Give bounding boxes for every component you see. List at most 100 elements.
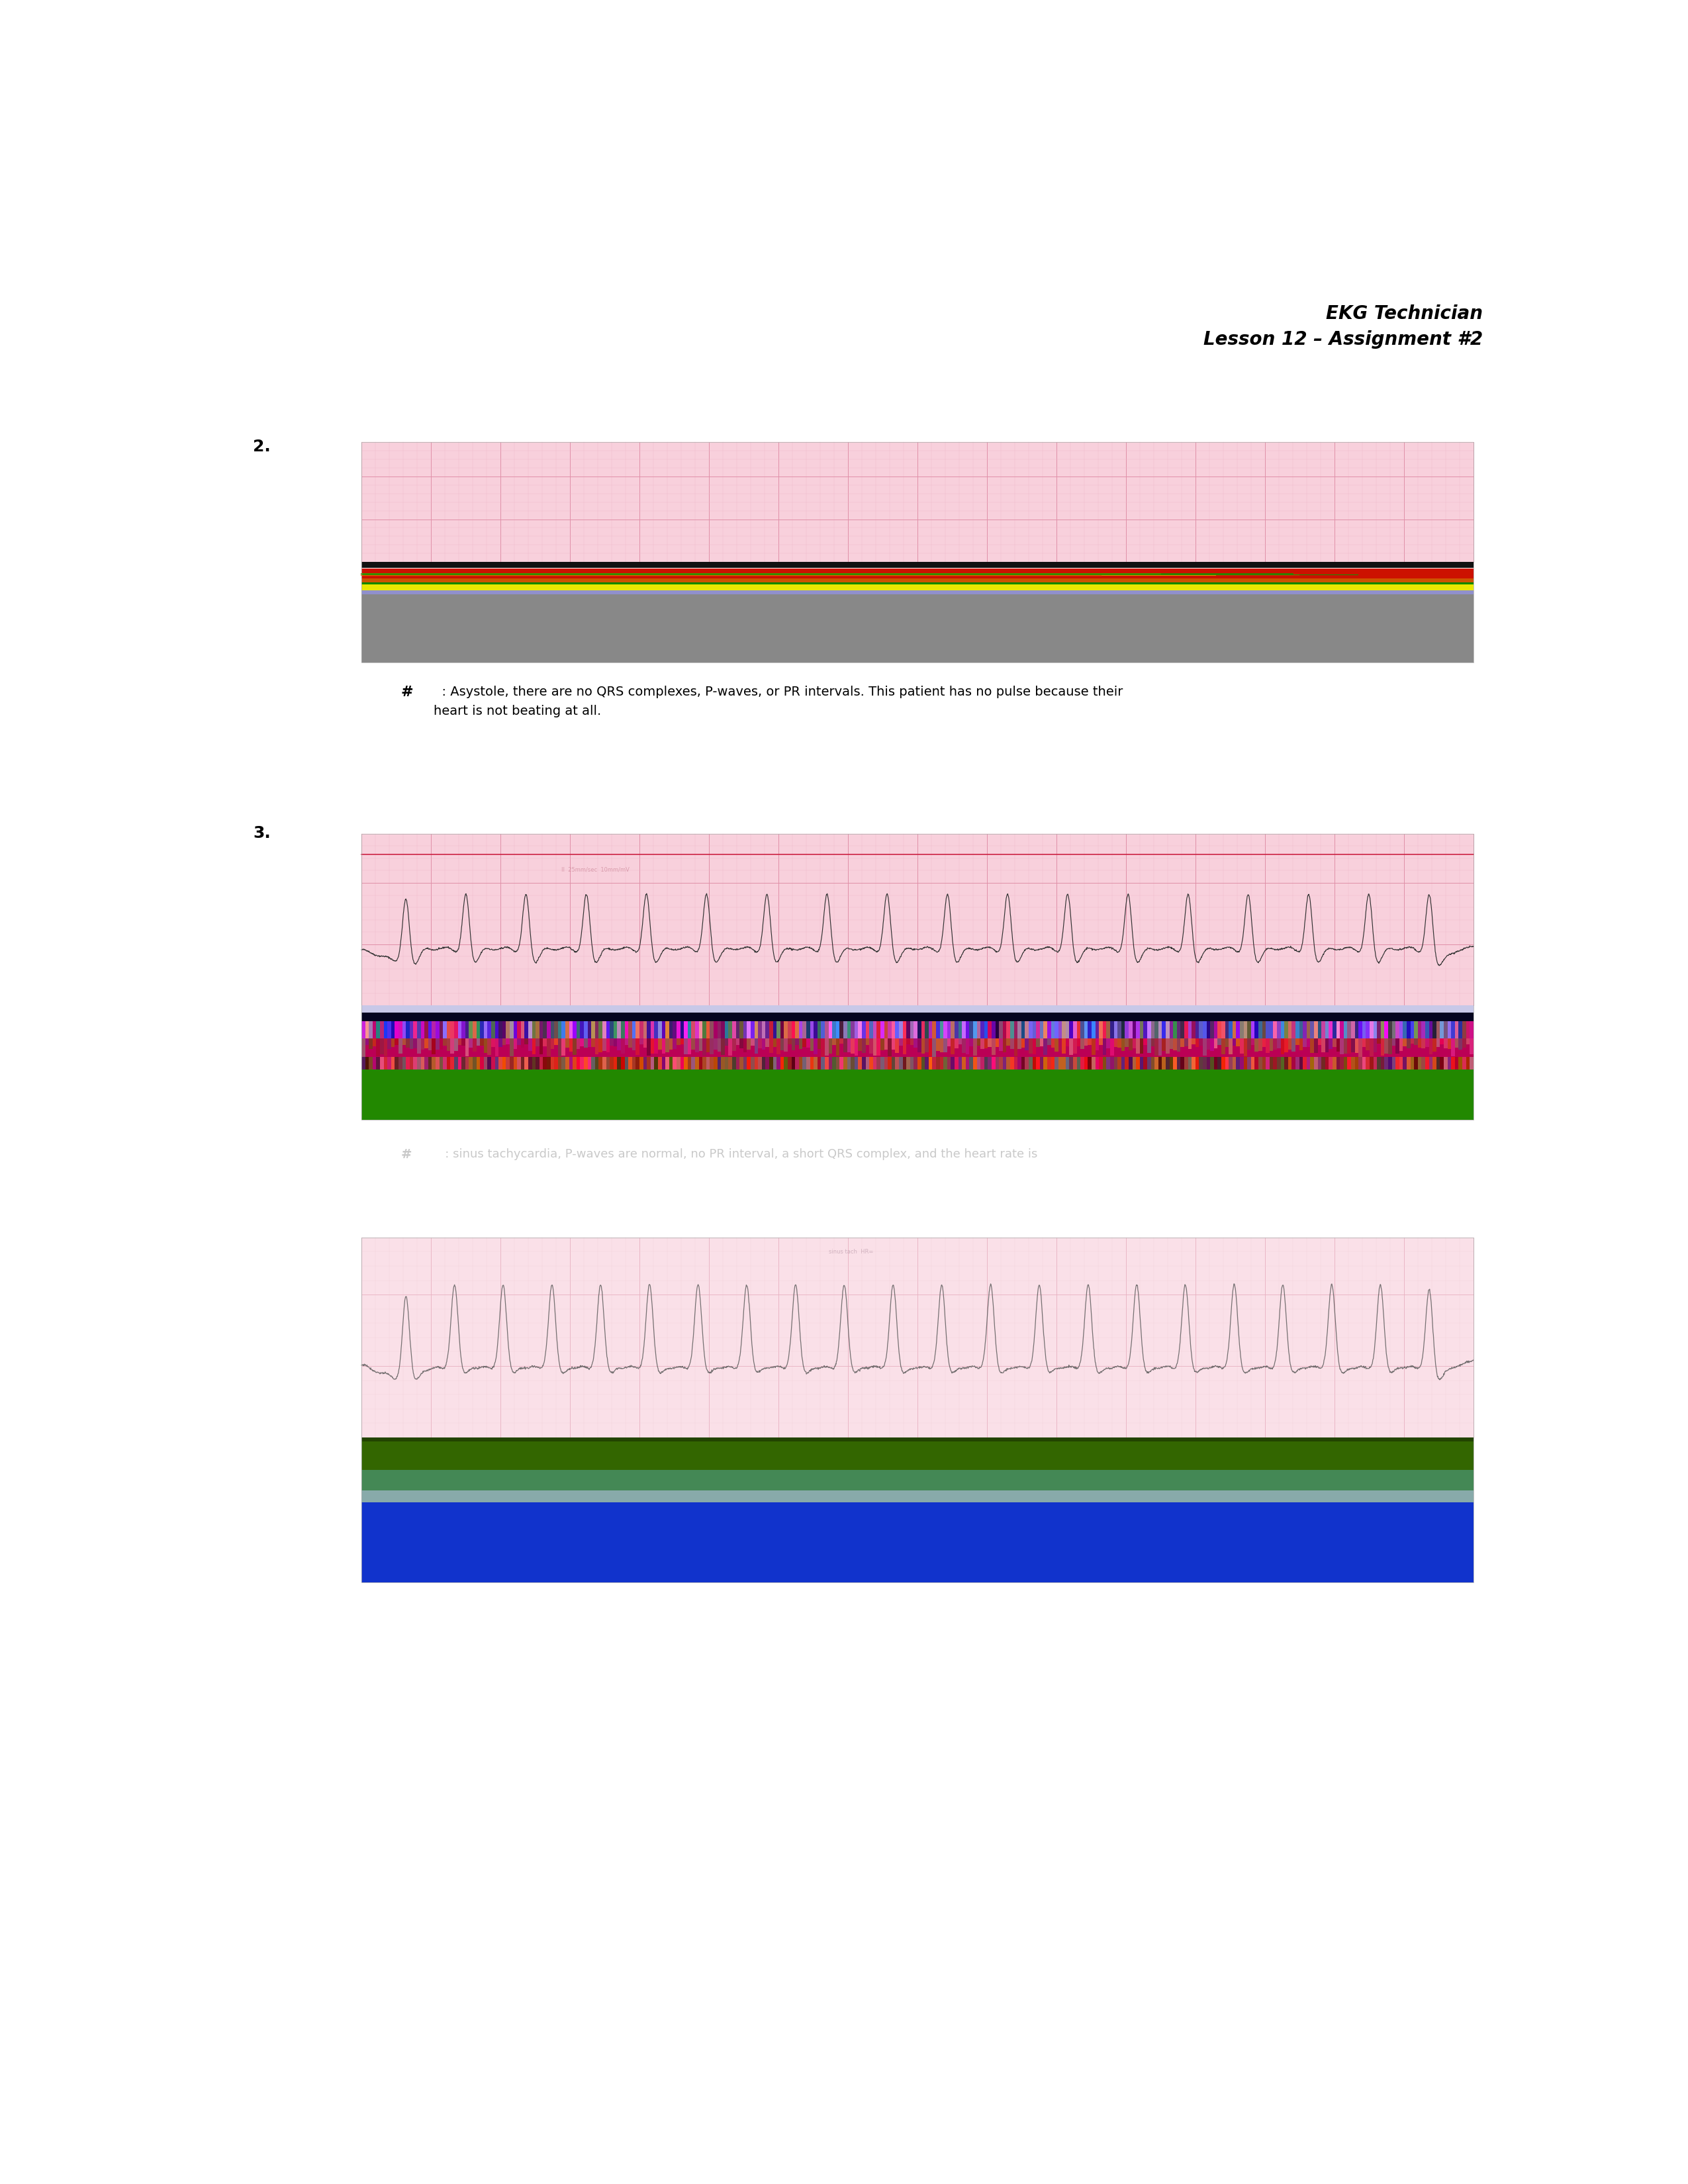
Bar (1399, 1057, 1403, 1070)
Bar (1318, 1022, 1322, 1037)
Bar (1151, 1022, 1155, 1037)
Bar (469, 1057, 473, 1070)
Bar (677, 1022, 680, 1037)
Bar (1077, 1022, 1080, 1037)
Bar (1124, 1022, 1129, 1037)
Bar (640, 1037, 643, 1044)
Bar (1155, 1037, 1158, 1055)
Bar (1207, 1057, 1210, 1070)
Bar (1366, 1037, 1369, 1051)
Bar (522, 1022, 525, 1037)
Bar (881, 1057, 885, 1070)
Bar (888, 1057, 891, 1070)
Bar (844, 1037, 847, 1053)
Bar (1254, 1022, 1259, 1037)
Bar (922, 1037, 925, 1055)
Bar (398, 1037, 402, 1053)
Bar (959, 1057, 962, 1070)
Bar (733, 1057, 736, 1070)
Bar (473, 1037, 476, 1051)
Bar (1384, 1037, 1388, 1053)
Bar (702, 1022, 706, 1037)
Bar (562, 1057, 565, 1070)
Bar (1430, 1022, 1433, 1037)
Bar (807, 1022, 810, 1037)
Bar (559, 1037, 562, 1055)
Bar (513, 1037, 517, 1048)
Bar (1006, 1057, 1009, 1070)
Bar (810, 1057, 814, 1070)
Bar (792, 1022, 795, 1037)
Bar (361, 1489, 1474, 1503)
Bar (451, 1022, 454, 1037)
Bar (1310, 1037, 1313, 1053)
Bar (1251, 1057, 1254, 1070)
Bar (361, 834, 1474, 1120)
Bar (881, 1022, 885, 1037)
Bar (721, 1037, 724, 1055)
Bar (836, 1037, 839, 1055)
Bar (1236, 1037, 1241, 1046)
Bar (1151, 1037, 1155, 1046)
Bar (1310, 1022, 1313, 1037)
Bar (1080, 1022, 1084, 1037)
Bar (613, 1037, 618, 1046)
Bar (1099, 1057, 1102, 1070)
Bar (547, 1057, 550, 1070)
Bar (1111, 1022, 1114, 1037)
Bar (1158, 1057, 1161, 1070)
Bar (765, 1022, 770, 1037)
Bar (825, 1057, 829, 1070)
Bar (1393, 1057, 1396, 1070)
Bar (807, 1057, 810, 1070)
Bar (532, 1022, 535, 1037)
Bar (650, 1022, 655, 1037)
Text: sinus tach  HR=: sinus tach HR= (829, 1249, 873, 1256)
Bar (966, 1037, 969, 1055)
Bar (1009, 1022, 1014, 1037)
Bar (802, 1022, 807, 1037)
Bar (599, 1057, 603, 1070)
Bar (1074, 1022, 1077, 1037)
Bar (528, 1037, 532, 1051)
Bar (1273, 1022, 1276, 1037)
Bar (1325, 1037, 1328, 1053)
Bar (984, 1022, 987, 1037)
Bar (1403, 1037, 1406, 1046)
Bar (1058, 1037, 1062, 1051)
Bar (1458, 1037, 1462, 1048)
Bar (1369, 1037, 1374, 1057)
Bar (1337, 1037, 1340, 1051)
Bar (565, 1022, 569, 1037)
Bar (885, 1022, 888, 1037)
Bar (1102, 1057, 1106, 1070)
Bar (410, 1057, 414, 1070)
Bar (1384, 1022, 1388, 1037)
Bar (1266, 1037, 1269, 1053)
Bar (1425, 1037, 1430, 1046)
Bar (1018, 1057, 1021, 1070)
Bar (532, 1057, 535, 1070)
Bar (1254, 1037, 1259, 1051)
Bar (1251, 1022, 1254, 1037)
Bar (361, 1238, 1474, 1581)
Bar (618, 1037, 621, 1051)
Bar (636, 1022, 640, 1037)
Bar (991, 1037, 996, 1055)
Bar (1222, 1037, 1225, 1055)
Bar (414, 1057, 417, 1070)
Bar (506, 1057, 510, 1070)
Bar (361, 583, 1474, 585)
Bar (603, 1022, 606, 1037)
Bar (699, 1037, 702, 1051)
Bar (854, 1057, 858, 1070)
Bar (405, 1037, 410, 1048)
Bar (1106, 1057, 1111, 1070)
Bar (910, 1057, 913, 1070)
Bar (792, 1057, 795, 1070)
Bar (918, 1022, 922, 1037)
Bar (1273, 1037, 1276, 1048)
Bar (1155, 1057, 1158, 1070)
Bar (940, 1057, 944, 1070)
Bar (817, 1022, 820, 1037)
